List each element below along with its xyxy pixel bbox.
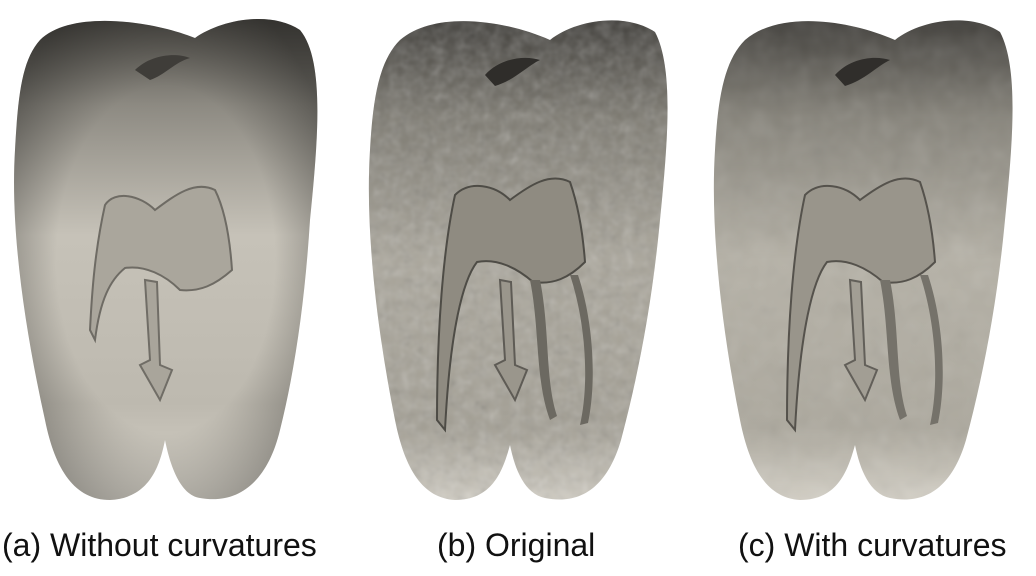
root-canal [843,278,879,403]
pulp-horn [485,57,540,86]
caption-a: (a) Without curvatures [2,527,317,563]
root-canal [570,275,593,425]
pulp-horn [135,55,190,80]
caption-b: (b) Original [437,527,596,563]
tooth-render-detailed [713,20,1013,501]
panel-c: (c) With curvatures [690,0,1036,576]
caption-c: (c) With curvatures [738,527,1007,563]
panel-a: (a) Without curvatures [0,0,345,576]
root-canal [493,278,529,403]
root-canal [138,278,174,403]
root-canal [880,280,907,420]
root-canal [920,275,943,425]
tooth-render-smooth [14,18,318,500]
panel-b: (b) Original [345,0,690,576]
tooth-render-noisy [368,20,668,501]
pulp-chamber [88,185,234,344]
root-canal [530,280,557,420]
pulp-horn [835,57,890,86]
